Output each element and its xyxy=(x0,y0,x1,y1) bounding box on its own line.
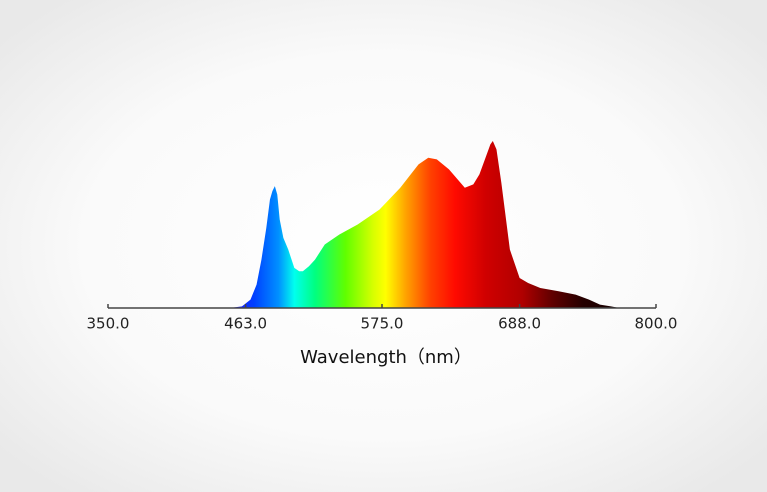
x-tick-label: 350.0 xyxy=(87,315,130,333)
x-tick-label: 463.0 xyxy=(224,315,267,333)
x-tick-label: 800.0 xyxy=(635,315,678,333)
x-tick-label: 688.0 xyxy=(498,315,541,333)
spectrum-area xyxy=(205,141,632,308)
x-axis-title: Wavelength（nm） xyxy=(300,347,472,368)
x-tick-label: 575.0 xyxy=(361,315,404,333)
